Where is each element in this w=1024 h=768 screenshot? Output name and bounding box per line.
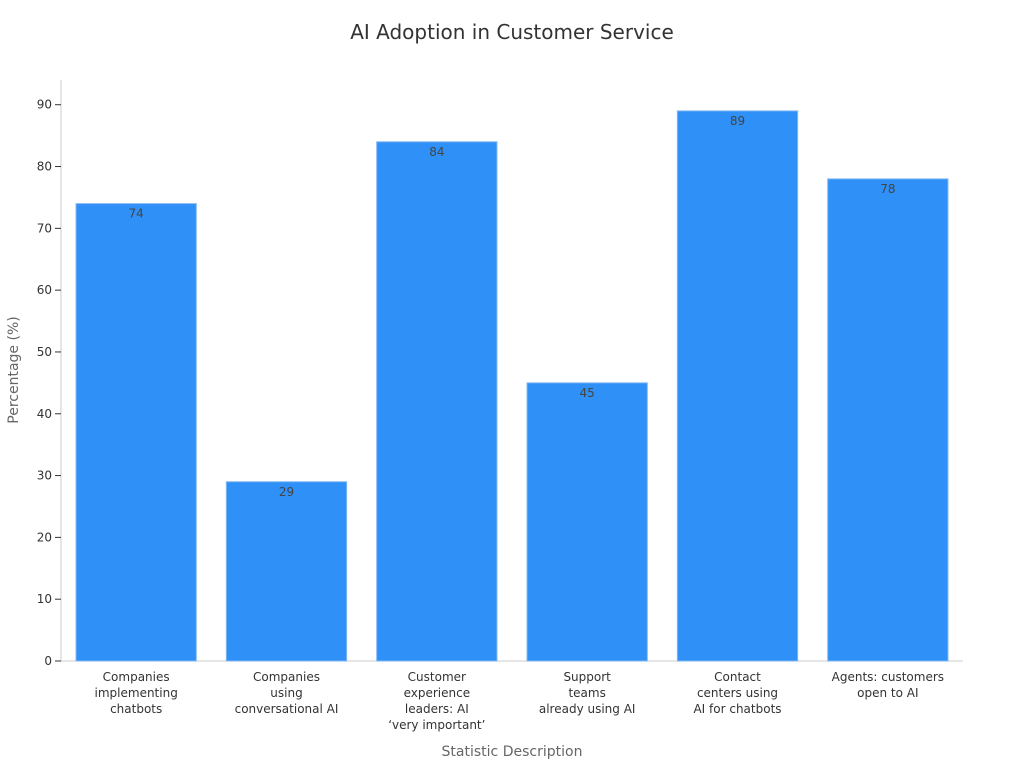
y-tick-label: 10 bbox=[37, 592, 52, 606]
y-tick-label: 60 bbox=[37, 283, 52, 297]
bars bbox=[75, 110, 949, 662]
bar bbox=[827, 178, 949, 662]
x-tick-label-line: Support bbox=[563, 670, 611, 684]
labels: 74 Companies implementing chatbots 29 Compani… bbox=[95, 114, 945, 732]
y-tick-label: 20 bbox=[37, 530, 52, 544]
y-tick-label: 80 bbox=[37, 160, 52, 174]
x-tick-label-line: using bbox=[270, 686, 302, 700]
x-tick-label-line: Agents: customers bbox=[832, 670, 944, 684]
x-tick-label: Customer experience leaders: AI ‘very impor… bbox=[388, 670, 485, 732]
x-tick-label: Companies using conversational AI bbox=[235, 670, 339, 716]
x-tick-label: Support teams already using AI bbox=[539, 670, 636, 716]
y-tick-label: 0 bbox=[44, 654, 52, 668]
y-tick-label: 30 bbox=[37, 469, 52, 483]
x-tick-label-line: Contact bbox=[714, 670, 761, 684]
x-tick-label-line: conversational AI bbox=[235, 702, 339, 716]
y-tick-label: 50 bbox=[37, 345, 52, 359]
x-tick-label-line: Companies bbox=[253, 670, 320, 684]
x-axis-label: Statistic Description bbox=[442, 744, 583, 760]
x-tick-label-line: AI for chatbots bbox=[693, 702, 781, 716]
x-tick-label-line: chatbots bbox=[110, 702, 162, 716]
x-tick-label: Companies implementing chatbots bbox=[95, 670, 178, 716]
bar-value-label: 78 bbox=[880, 182, 895, 196]
bar-value-label: 29 bbox=[279, 485, 294, 499]
x-tick-label-line: Customer bbox=[408, 670, 466, 684]
x-tick-label: Contact centers using AI for chatbots bbox=[693, 670, 781, 716]
axes: 0 10 20 30 40 50 60 70 80 90 bbox=[37, 80, 963, 668]
bar bbox=[526, 382, 648, 662]
x-tick-label-line: Companies bbox=[103, 670, 170, 684]
x-tick-label-line: implementing bbox=[95, 686, 178, 700]
y-tick-label: 40 bbox=[37, 407, 52, 421]
bar bbox=[376, 141, 498, 662]
chart-title: AI Adoption in Customer Service bbox=[350, 20, 674, 44]
bar-value-label: 45 bbox=[580, 386, 595, 400]
bar bbox=[225, 481, 348, 662]
x-tick-label-line: centers using bbox=[697, 686, 778, 700]
y-tick-label: 90 bbox=[37, 98, 52, 112]
bar bbox=[75, 203, 197, 662]
x-tick-label-line: open to AI bbox=[857, 686, 918, 700]
x-tick-label-line: teams bbox=[568, 686, 605, 700]
y-axis-label: Percentage (%) bbox=[6, 316, 22, 423]
x-tick-label-line: already using AI bbox=[539, 702, 636, 716]
x-tick-label: Agents: customers open to AI bbox=[832, 670, 944, 700]
bar-value-label: 89 bbox=[730, 114, 745, 128]
x-tick-label-line: ‘very important’ bbox=[388, 718, 485, 732]
x-tick-label-line: experience bbox=[404, 686, 471, 700]
y-tick-label: 70 bbox=[37, 221, 52, 235]
bar-value-label: 84 bbox=[429, 145, 444, 159]
bar-value-label: 74 bbox=[129, 207, 144, 221]
bar bbox=[676, 110, 799, 662]
x-tick-label-line: leaders: AI bbox=[405, 702, 469, 716]
